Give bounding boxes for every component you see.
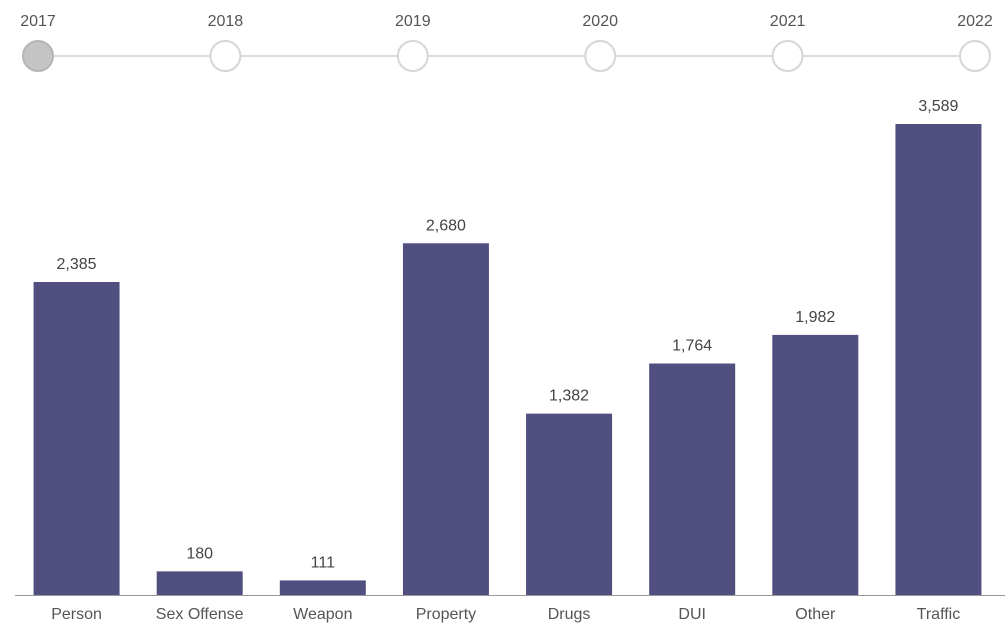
bar-weapon[interactable] bbox=[279, 580, 366, 595]
timeline-year-label[interactable]: 2020 bbox=[582, 13, 618, 30]
bar-dui[interactable] bbox=[649, 363, 736, 595]
category-tick-label: Drugs bbox=[548, 606, 591, 623]
bar-drugs[interactable] bbox=[526, 413, 613, 595]
bar-sex-offense[interactable] bbox=[156, 571, 243, 595]
timeline-stop-2020[interactable] bbox=[584, 40, 617, 72]
timeline-stop-2019[interactable] bbox=[396, 40, 429, 72]
year-timeline: 2017 2018 2019 2020 2021 2022 bbox=[20, 13, 993, 72]
category-tick-label: Person bbox=[51, 606, 102, 623]
bar-value-label: 1,982 bbox=[795, 309, 835, 326]
timeline-year-label[interactable]: 2021 bbox=[770, 13, 806, 30]
timeline-year-label[interactable]: 2019 bbox=[395, 13, 431, 30]
category-tick-label: DUI bbox=[678, 606, 706, 623]
bar-value-label: 180 bbox=[186, 545, 213, 562]
bar-value-label: 1,764 bbox=[672, 338, 712, 355]
bar-value-label: 1,382 bbox=[549, 388, 589, 405]
timeline-stop-2022[interactable] bbox=[959, 40, 991, 72]
bar-traffic[interactable] bbox=[895, 124, 982, 595]
bar-value-label: 2,385 bbox=[57, 256, 97, 273]
timeline-year-label[interactable]: 2018 bbox=[208, 13, 244, 30]
bar-other[interactable] bbox=[772, 334, 859, 595]
timeline-stop-2018[interactable] bbox=[209, 40, 242, 72]
category-tick-label: Weapon bbox=[293, 606, 352, 623]
category-tick-label: Property bbox=[416, 606, 476, 623]
category-tick-label: Sex Offense bbox=[156, 606, 244, 623]
bar-property[interactable] bbox=[402, 243, 489, 596]
bar-value-label: 3,589 bbox=[918, 98, 958, 115]
category-tick-label: Other bbox=[795, 606, 836, 623]
timeline-stop-2021[interactable] bbox=[771, 40, 804, 72]
bar-person[interactable] bbox=[33, 282, 120, 595]
bar-chart: 2,385 Person 180 Sex Offense 111 Weapon 2,680 P… bbox=[15, 98, 1005, 623]
bar-value-label: 111 bbox=[311, 554, 335, 571]
timeline-year-label[interactable]: 2022 bbox=[957, 13, 993, 30]
bar-value-label: 2,680 bbox=[426, 217, 466, 234]
timeline-year-label[interactable]: 2017 bbox=[20, 13, 56, 30]
timeline-stop-2017[interactable] bbox=[22, 40, 54, 72]
category-tick-label: Traffic bbox=[917, 606, 961, 623]
